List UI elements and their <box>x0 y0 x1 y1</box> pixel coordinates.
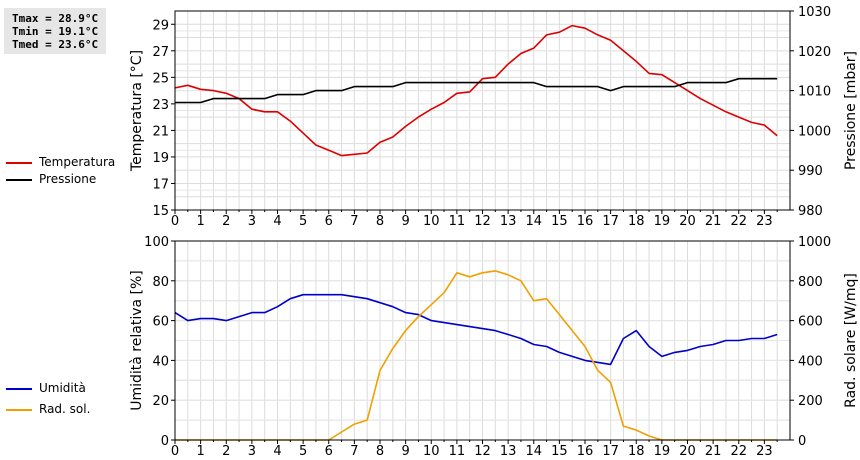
bottom-series-line-0 <box>174 293 778 366</box>
top-x-tick-label: 13 <box>500 214 517 229</box>
bottom-x-tick-label: 2 <box>222 444 230 459</box>
top-series-line-0 <box>174 24 778 157</box>
top-y2-tick-label: 1020 <box>798 45 831 60</box>
top-x-tick-label: 21 <box>705 214 722 229</box>
legend-swatch-umidita <box>6 388 32 390</box>
bottom-y2-tick-label: 1000 <box>798 235 831 250</box>
top-x-tick-label: 19 <box>654 214 671 229</box>
top-x-tick-label: 16 <box>577 214 594 229</box>
legend-swatch-temperatura <box>6 162 32 164</box>
bottom-x-tick-label: 1 <box>196 444 204 459</box>
bottom-y2-axis-label: Rad. solare [W/mq] <box>843 273 859 408</box>
top-x-tick-label: 11 <box>449 214 466 229</box>
top-y-tick-label: 29 <box>152 18 169 33</box>
bottom-x-tick-label: 5 <box>299 444 307 459</box>
top-x-tick-label: 0 <box>171 214 179 229</box>
bottom-x-tick-label: 3 <box>248 444 256 459</box>
top-x-tick-label: 6 <box>325 214 333 229</box>
bottom-y2-tick-label: 200 <box>798 394 823 409</box>
top-x-tick-label: 18 <box>628 214 645 229</box>
bottom-y-tick-label: 40 <box>152 354 169 369</box>
bottom-y2-tick-label: 400 <box>798 354 823 369</box>
legend-swatch-pressione <box>6 179 32 181</box>
bottom-x-tick-label: 4 <box>273 444 281 459</box>
bottom-y2-tick-label: 600 <box>798 315 823 330</box>
bottom-y-tick-label: 100 <box>144 235 169 250</box>
top-x-tick-label: 9 <box>401 214 409 229</box>
top-x-tick-label: 1 <box>196 214 204 229</box>
top-x-tick-label: 8 <box>376 214 384 229</box>
bottom-x-tick-label: 20 <box>679 444 696 459</box>
bottom-series-line-1 <box>175 270 778 441</box>
top-x-tick-label: 22 <box>730 214 747 229</box>
legend-label-pressione: Pressione <box>39 172 97 186</box>
bottom-y2-tick-label: 800 <box>798 275 823 290</box>
top-x-tick-label: 14 <box>525 214 542 229</box>
top-y-tick-label: 25 <box>152 71 169 86</box>
bottom-x-tick-label: 0 <box>171 444 179 459</box>
tmax-label: Tmax = 28.9°C <box>12 12 99 25</box>
tmed-label: Tmed = 23.6°C <box>12 38 99 51</box>
bottom-y-tick-label: 80 <box>152 275 169 290</box>
bottom-x-tick-label: 8 <box>376 444 384 459</box>
bottom-x-tick-label: 14 <box>525 444 542 459</box>
top-y-tick-label: 21 <box>152 124 169 139</box>
temperature-stats-box: Tmax = 28.9°C Tmin = 19.1°C Tmed = 23.6°… <box>4 8 106 54</box>
top-y-axis-label: Temperatura [°C] <box>129 50 145 172</box>
top-x-tick-label: 12 <box>474 214 491 229</box>
bottom-x-tick-label: 11 <box>449 444 466 459</box>
top-y2-tick-label: 1000 <box>798 124 831 139</box>
legend-swatch-rad-sol <box>6 409 32 411</box>
bottom-x-tick-label: 21 <box>705 444 722 459</box>
top-y2-tick-label: 980 <box>798 204 823 219</box>
top-x-tick-label: 23 <box>756 214 773 229</box>
top-x-tick-label: 17 <box>602 214 619 229</box>
top-y-tick-label: 27 <box>152 45 169 60</box>
top-x-tick-label: 4 <box>273 214 281 229</box>
bottom-x-tick-label: 16 <box>577 444 594 459</box>
top-x-tick-label: 5 <box>299 214 307 229</box>
bottom-x-tick-label: 22 <box>730 444 747 459</box>
top-y2-tick-label: 1030 <box>798 5 831 20</box>
bottom-x-tick-label: 17 <box>602 444 619 459</box>
bottom-x-tick-label: 6 <box>325 444 333 459</box>
top-x-tick-label: 3 <box>248 214 256 229</box>
top-x-tick-label: 15 <box>551 214 568 229</box>
top-x-tick-label: 7 <box>350 214 358 229</box>
top-y-tick-label: 17 <box>152 177 169 192</box>
bottom-y2-tick-label: 0 <box>798 434 806 449</box>
bottom-x-tick-label: 10 <box>423 444 440 459</box>
top-y-tick-label: 19 <box>152 151 169 166</box>
bottom-x-tick-label: 23 <box>756 444 773 459</box>
top-y-tick-label: 15 <box>152 204 169 219</box>
top-x-tick-label: 2 <box>222 214 230 229</box>
tmin-label: Tmin = 19.1°C <box>12 25 99 38</box>
legend-label-temperatura: Temperatura <box>39 155 116 169</box>
bottom-y-tick-label: 20 <box>152 394 169 409</box>
bottom-x-tick-label: 12 <box>474 444 491 459</box>
bottom-chart <box>171 240 794 444</box>
bottom-x-tick-label: 18 <box>628 444 645 459</box>
bottom-x-tick-label: 15 <box>551 444 568 459</box>
top-x-tick-label: 20 <box>679 214 696 229</box>
top-x-tick-label: 10 <box>423 214 440 229</box>
bottom-x-tick-label: 9 <box>401 444 409 459</box>
top-y-tick-label: 23 <box>152 98 169 113</box>
legend-label-rad-sol: Rad. sol. <box>39 402 91 416</box>
bottom-x-tick-label: 19 <box>654 444 671 459</box>
top-y2-axis-label: Pressione [mbar] <box>843 51 859 170</box>
top-y2-tick-label: 990 <box>798 164 823 179</box>
legend-label-umidita: Umidità <box>39 381 86 395</box>
top-series-line-1 <box>175 77 778 104</box>
top-chart <box>171 10 794 214</box>
top-y2-tick-label: 1010 <box>798 85 831 100</box>
bottom-x-tick-label: 13 <box>500 444 517 459</box>
bottom-y-tick-label: 60 <box>152 315 169 330</box>
bottom-x-tick-label: 7 <box>350 444 358 459</box>
bottom-y-tick-label: 0 <box>161 434 169 449</box>
bottom-y-axis-label: Umidità relativa [%] <box>129 270 145 411</box>
